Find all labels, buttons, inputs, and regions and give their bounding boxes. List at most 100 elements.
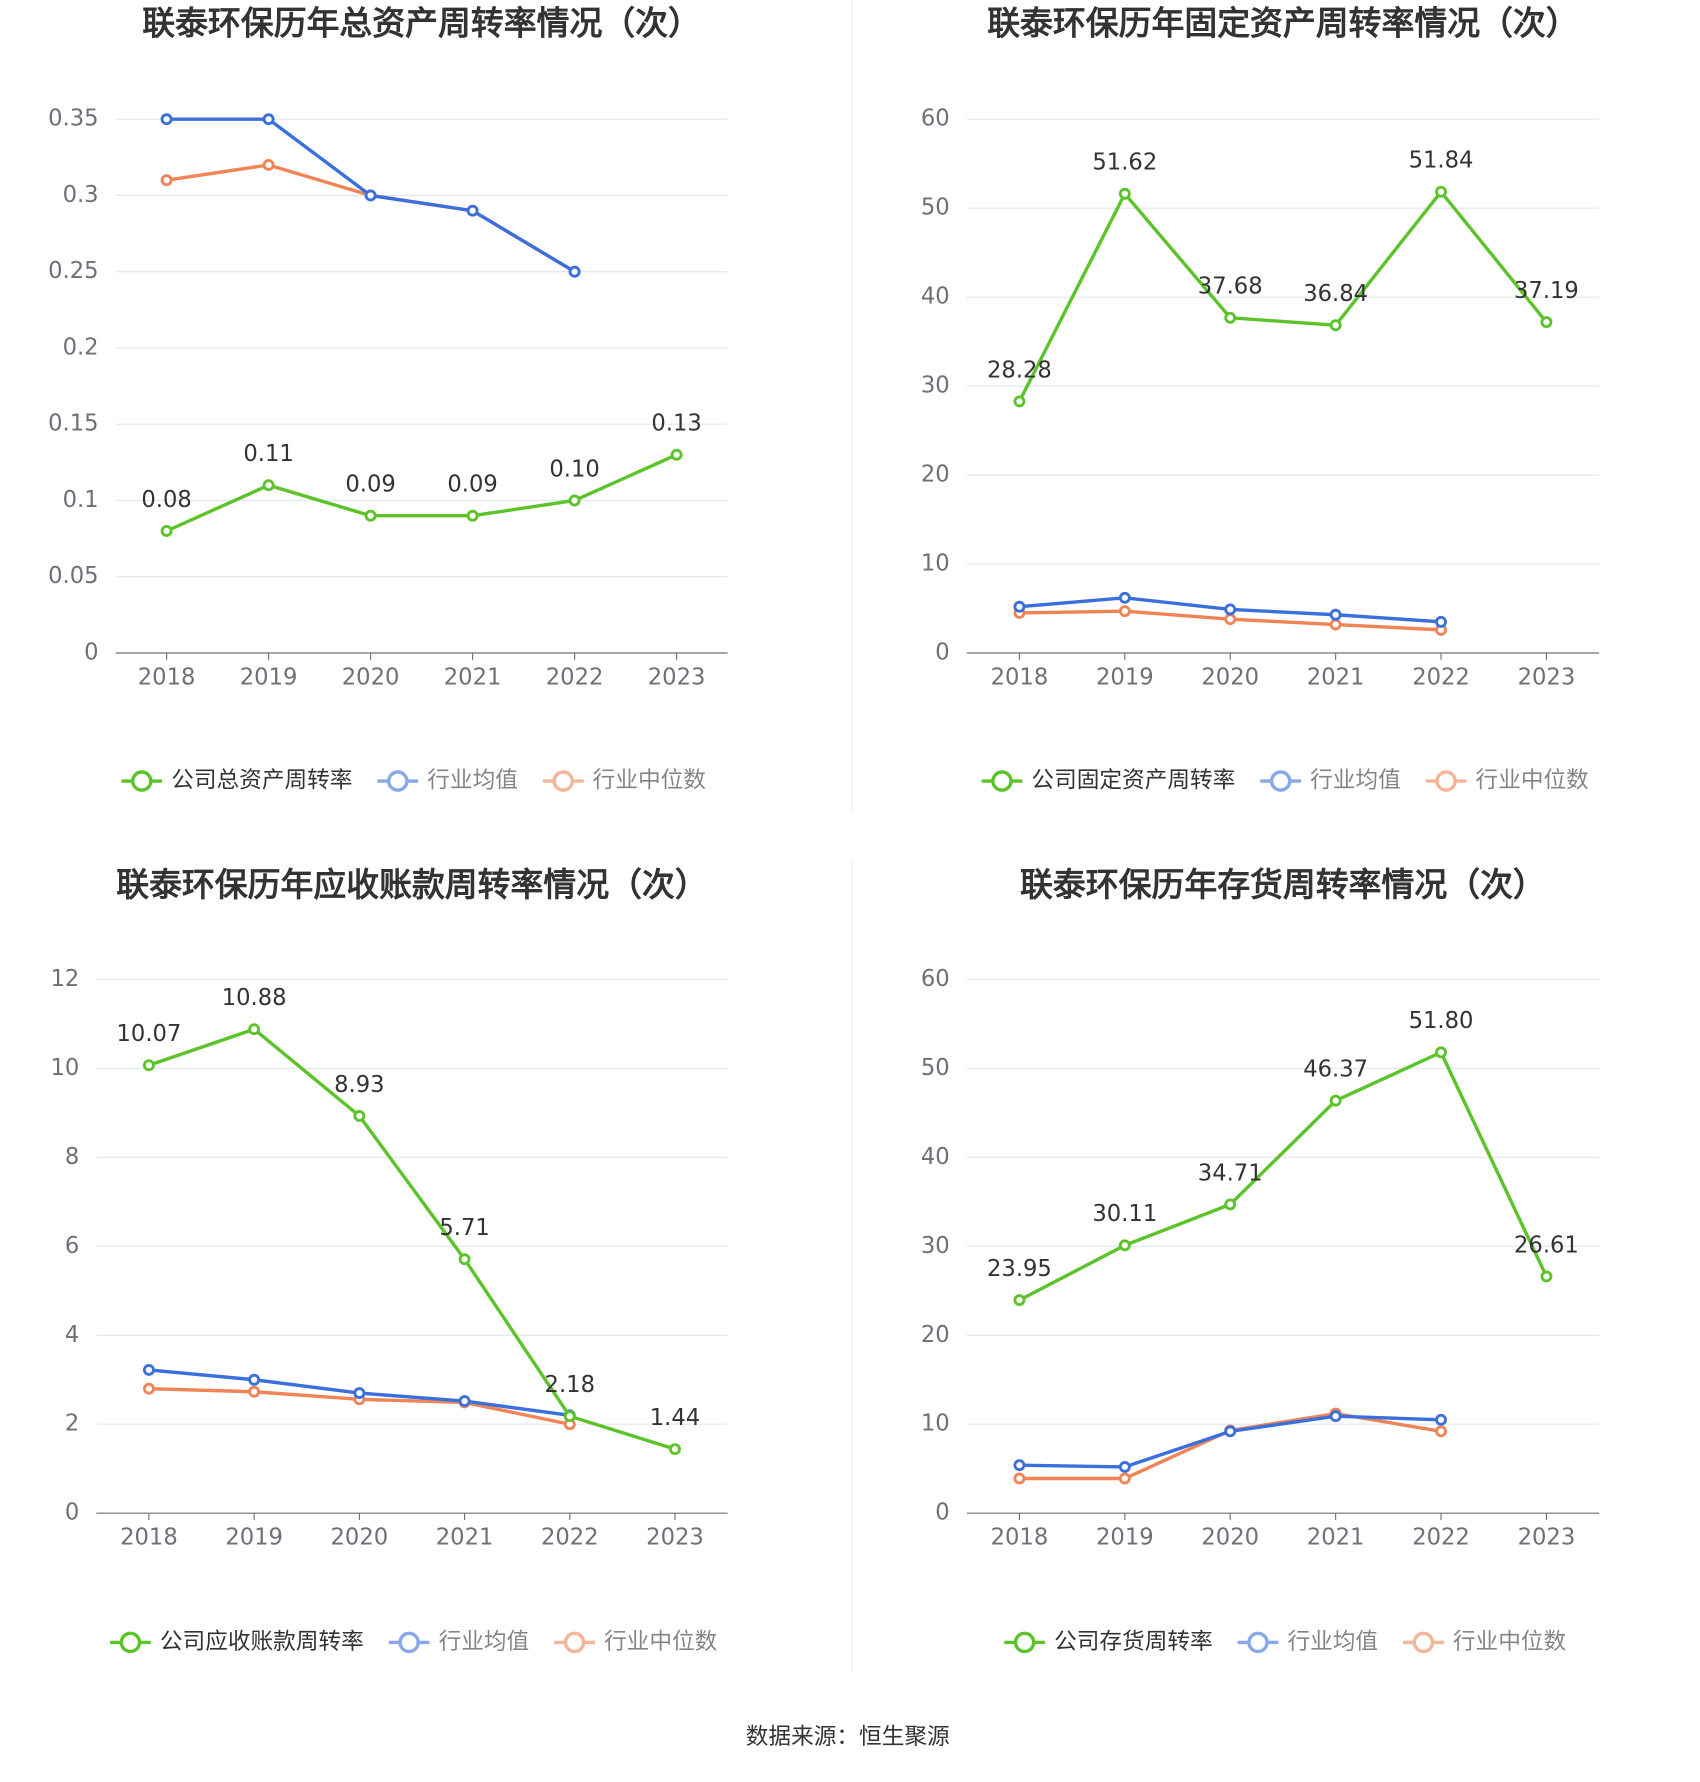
point (1435, 615, 1447, 628)
legend: 公司固定资产周转率 行业均值 行业中位数 (981, 768, 1589, 794)
y-tick-label: 6 (65, 1233, 79, 1259)
point (458, 1253, 471, 1266)
legend-label: 行业均值 (427, 768, 518, 794)
legend-marker (130, 770, 153, 792)
point (142, 1364, 155, 1376)
point (1540, 1270, 1553, 1283)
x-tick-label: 2023 (646, 1525, 704, 1551)
legend-label: 行业均值 (1287, 1629, 1378, 1655)
y-tick-label: 50 (921, 195, 950, 221)
point (1224, 613, 1237, 626)
point (568, 494, 581, 507)
point (262, 479, 275, 492)
point (364, 189, 377, 202)
legend-marker (398, 1631, 420, 1654)
y-tick-label: 60 (921, 966, 950, 992)
y-tick-label: 2 (65, 1411, 79, 1437)
x-tick-label: 2021 (436, 1525, 494, 1551)
x-tick-label: 2021 (1307, 664, 1365, 690)
data-label: 37.68 (1198, 274, 1263, 300)
data-label: 46.37 (1303, 1057, 1368, 1083)
point (1013, 1294, 1026, 1307)
point (262, 159, 275, 171)
data-label: 26.61 (1514, 1232, 1579, 1258)
point (1013, 600, 1026, 613)
point (1013, 1472, 1026, 1485)
series-line (166, 163, 576, 274)
y-tick-label: 20 (921, 462, 950, 488)
data-label: 10.88 (222, 985, 287, 1011)
point (262, 113, 275, 126)
legend-label: 公司总资产周转率 (171, 768, 352, 794)
legend-marker (1269, 770, 1292, 792)
series-line (1018, 1050, 1548, 1302)
point (248, 1385, 261, 1398)
point (458, 1395, 471, 1408)
point (1435, 1413, 1447, 1426)
chart-title: 联泰环保历年固定资产周转率情况（次） (987, 4, 1578, 43)
x-tick-label: 2021 (444, 664, 502, 690)
point (1329, 608, 1342, 621)
point (1224, 1198, 1237, 1211)
legend-marker (991, 770, 1013, 792)
point (1118, 605, 1131, 618)
point (248, 1373, 261, 1386)
y-tick-label: 0 (935, 640, 949, 666)
y-tick-label: 0.05 (48, 563, 98, 589)
point (1013, 395, 1026, 408)
point (353, 1110, 366, 1122)
point (142, 1059, 155, 1072)
y-tick-label: 30 (921, 373, 950, 399)
y-tick-label: 0.2 (63, 334, 99, 360)
y-tick-label: 0.25 (48, 258, 98, 284)
data-label: 28.28 (987, 357, 1052, 383)
y-tick-label: 30 (921, 1233, 950, 1259)
x-tick-label: 2018 (991, 664, 1049, 690)
data-label: 8.93 (334, 1072, 384, 1098)
legend-item: 行业中位数 (542, 768, 706, 794)
data-label: 2.18 (545, 1372, 595, 1398)
point (364, 509, 377, 522)
point (1329, 1094, 1342, 1107)
legend-label: 行业中位数 (1453, 1629, 1567, 1655)
data-label: 23.95 (987, 1256, 1052, 1282)
x-tick-label: 2023 (1518, 1525, 1576, 1551)
point (1013, 1459, 1026, 1472)
x-tick-label: 2022 (1412, 1525, 1470, 1551)
legend-item: 行业中位数 (1425, 768, 1589, 794)
legend-marker (387, 770, 409, 792)
legend-item: 公司应收账款周转率 (110, 1629, 364, 1655)
y-tick-label: 0 (65, 1500, 79, 1526)
legend: 公司应收账款周转率 行业均值 行业中位数 (110, 1629, 718, 1655)
series-line (148, 1027, 676, 1451)
y-tick-label: 0.35 (48, 106, 98, 132)
x-tick-label: 2020 (1201, 664, 1259, 690)
y-tick-label: 12 (50, 966, 79, 992)
data-label: 0.09 (345, 472, 395, 498)
legend: 公司总资产周转率 行业均值 行业中位数 (121, 768, 706, 794)
point (1540, 316, 1553, 329)
legend-item: 行业均值 (1260, 768, 1401, 794)
legend-item: 行业中位数 (554, 1629, 718, 1655)
legend-marker (563, 1631, 586, 1654)
legend-label: 公司应收账款周转率 (160, 1629, 364, 1655)
x-tick-label: 2022 (541, 1525, 599, 1551)
point (466, 509, 479, 522)
data-label: 51.80 (1409, 1008, 1474, 1034)
point (1329, 319, 1342, 332)
series-line (165, 453, 678, 533)
source: 数据来源：恒生聚源 (746, 1724, 950, 1750)
legend-marker (119, 1631, 142, 1654)
legend-marker (1247, 1631, 1269, 1654)
point (1118, 187, 1131, 200)
data-label: 37.19 (1514, 278, 1579, 304)
legend-label: 行业中位数 (604, 1629, 718, 1655)
point (1118, 1460, 1131, 1473)
chart-title: 联泰环保历年存货周转率情况（次） (1020, 865, 1546, 904)
point (1118, 1239, 1131, 1252)
data-label: 0.10 (549, 456, 599, 482)
y-tick-label: 10 (921, 1411, 950, 1437)
point (1118, 591, 1131, 604)
legend-item: 公司总资产周转率 (121, 768, 352, 794)
y-tick-label: 4 (65, 1322, 79, 1348)
